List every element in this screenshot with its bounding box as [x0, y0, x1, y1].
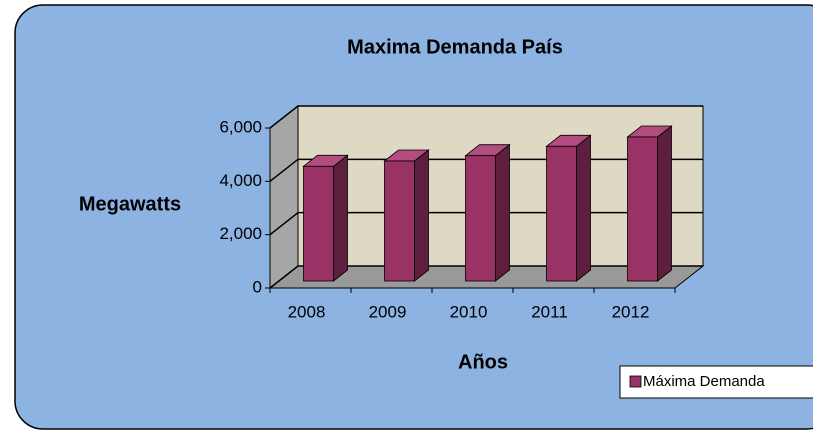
- y-tick-label: 0: [253, 277, 262, 296]
- bar-side: [495, 143, 510, 282]
- bar: [384, 160, 415, 282]
- legend-marker: [629, 375, 642, 388]
- x-axis-label: Años: [458, 351, 508, 373]
- x-tick-label: 2010: [450, 302, 488, 321]
- legend-label: Máxima Demanda: [643, 373, 765, 390]
- y-axis-label: Megawatts: [79, 193, 181, 215]
- bar-side: [657, 125, 672, 282]
- side-wall: [269, 104, 299, 290]
- x-tick-label: 2012: [612, 302, 650, 321]
- bar: [465, 155, 496, 282]
- x-tick-label: 2011: [531, 302, 568, 321]
- bar: [627, 136, 658, 282]
- x-tick-label: 2008: [288, 302, 326, 321]
- legend-box: [619, 365, 813, 399]
- bar-side: [414, 149, 429, 282]
- bar-side: [333, 154, 348, 282]
- bar: [303, 165, 334, 282]
- y-tick-label: 2,000: [219, 224, 262, 243]
- x-tick-label: 2009: [369, 302, 407, 321]
- chart-title: Maxima Demanda País: [347, 36, 563, 58]
- bar: [546, 145, 577, 282]
- grid-line: [269, 105, 703, 129]
- bar-side: [576, 134, 591, 282]
- y-tick-label: 4,000: [219, 171, 262, 190]
- y-tick-label: 6,000: [219, 117, 262, 136]
